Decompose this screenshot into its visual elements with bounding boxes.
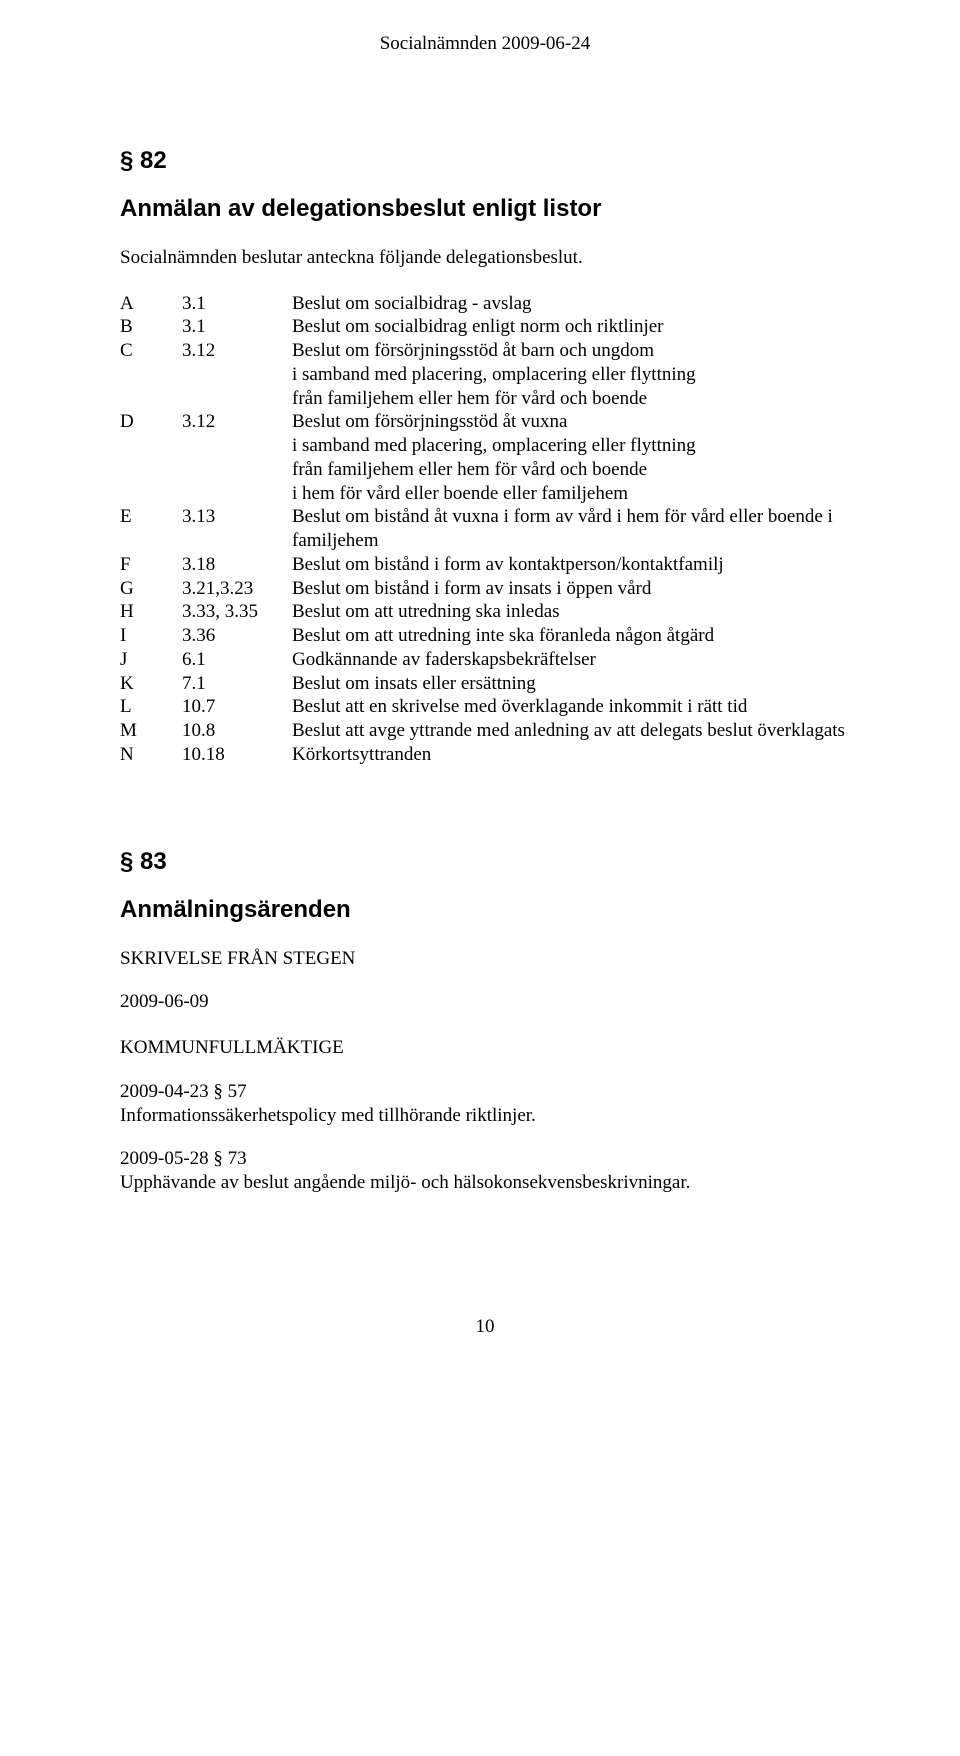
row-description: Beslut om bistånd åt vuxna i form av vår… bbox=[292, 505, 850, 553]
stegen-date: 2009-06-09 bbox=[120, 990, 850, 1014]
table-row: L10.7Beslut att en skrivelse med överkla… bbox=[120, 695, 850, 719]
row-letter: K bbox=[120, 672, 182, 696]
table-row: J6.1Godkännande av faderskapsbekräftelse… bbox=[120, 648, 850, 672]
section-83-title: Anmälningsärenden bbox=[120, 895, 850, 925]
kommun-item2-line1: 2009-05-28 § 73 bbox=[120, 1147, 850, 1171]
table-row: I3.36Beslut om att utredning inte ska fö… bbox=[120, 624, 850, 648]
row-letter: J bbox=[120, 648, 182, 672]
row-letter: E bbox=[120, 505, 182, 553]
row-description: Godkännande av faderskapsbekräftelser bbox=[292, 648, 850, 672]
table-row: D3.12Beslut om försörjningsstöd åt vuxna… bbox=[120, 410, 850, 505]
stegen-heading: SKRIVELSE FRÅN STEGEN bbox=[120, 947, 850, 971]
table-row: E3.13Beslut om bistånd åt vuxna i form a… bbox=[120, 505, 850, 553]
row-letter: N bbox=[120, 743, 182, 767]
row-letter: M bbox=[120, 719, 182, 743]
table-row: B3.1Beslut om socialbidrag enligt norm o… bbox=[120, 315, 850, 339]
section-82-preamble: Socialnämnden beslutar anteckna följande… bbox=[120, 246, 850, 270]
row-code: 7.1 bbox=[182, 672, 292, 696]
row-letter: G bbox=[120, 577, 182, 601]
kommun-item2-line2: Upphävande av beslut angående miljö- och… bbox=[120, 1171, 850, 1195]
row-code: 10.18 bbox=[182, 743, 292, 767]
kommun-heading: KOMMUNFULLMÄKTIGE bbox=[120, 1036, 850, 1060]
section-82-number: § 82 bbox=[120, 146, 850, 176]
row-code: 3.12 bbox=[182, 410, 292, 505]
row-description: Beslut om att utredning ska inledas bbox=[292, 600, 850, 624]
kommun-item1-line1: 2009-04-23 § 57 bbox=[120, 1080, 850, 1104]
row-letter: D bbox=[120, 410, 182, 505]
row-code: 3.1 bbox=[182, 292, 292, 316]
row-description: Beslut om försörjningsstöd åt vuxnai sam… bbox=[292, 410, 850, 505]
row-letter: B bbox=[120, 315, 182, 339]
section-82-title: Anmälan av delegationsbeslut enligt list… bbox=[120, 194, 850, 224]
row-description: Beslut att avge yttrande med anledning a… bbox=[292, 719, 850, 743]
row-letter: F bbox=[120, 553, 182, 577]
row-code: 3.33, 3.35 bbox=[182, 600, 292, 624]
table-row: A3.1Beslut om socialbidrag - avslag bbox=[120, 292, 850, 316]
row-letter: C bbox=[120, 339, 182, 410]
row-letter: H bbox=[120, 600, 182, 624]
kommun-block: KOMMUNFULLMÄKTIGE 2009-04-23 § 57 Inform… bbox=[120, 1036, 850, 1195]
header-text: Socialnämnden 2009-06-24 bbox=[380, 33, 591, 54]
kommun-item1-line2: Informationssäkerhetspolicy med tillhöra… bbox=[120, 1104, 850, 1128]
delegations-table: A3.1Beslut om socialbidrag - avslagB3.1B… bbox=[120, 292, 850, 767]
row-description: Beslut om försörjningsstöd åt barn och u… bbox=[292, 339, 850, 410]
document-header: Socialnämnden 2009-06-24 bbox=[120, 32, 850, 56]
row-code: 3.21,3.23 bbox=[182, 577, 292, 601]
row-description: Beslut om socialbidrag - avslag bbox=[292, 292, 850, 316]
row-code: 3.36 bbox=[182, 624, 292, 648]
section-83-number: § 83 bbox=[120, 847, 850, 877]
table-row: C3.12Beslut om försörjningsstöd åt barn … bbox=[120, 339, 850, 410]
page-number: 10 bbox=[120, 1315, 850, 1339]
row-description: Beslut att en skrivelse med överklagande… bbox=[292, 695, 850, 719]
row-code: 3.1 bbox=[182, 315, 292, 339]
row-letter: I bbox=[120, 624, 182, 648]
row-letter: A bbox=[120, 292, 182, 316]
row-description: Beslut om socialbidrag enligt norm och r… bbox=[292, 315, 850, 339]
row-code: 3.12 bbox=[182, 339, 292, 410]
table-row: F3.18Beslut om bistånd i form av kontakt… bbox=[120, 553, 850, 577]
table-row: H3.33, 3.35Beslut om att utredning ska i… bbox=[120, 600, 850, 624]
row-code: 3.18 bbox=[182, 553, 292, 577]
stegen-block: SKRIVELSE FRÅN STEGEN 2009-06-09 bbox=[120, 947, 850, 1015]
table-row: G3.21,3.23Beslut om bistånd i form av in… bbox=[120, 577, 850, 601]
row-code: 3.13 bbox=[182, 505, 292, 553]
table-row: M10.8Beslut att avge yttrande med anledn… bbox=[120, 719, 850, 743]
row-description: Beslut om bistånd i form av insats i öpp… bbox=[292, 577, 850, 601]
row-code: 10.7 bbox=[182, 695, 292, 719]
row-description: Beslut om insats eller ersättning bbox=[292, 672, 850, 696]
row-description: Beslut om bistånd i form av kontaktperso… bbox=[292, 553, 850, 577]
row-letter: L bbox=[120, 695, 182, 719]
table-row: N10.18Körkortsyttranden bbox=[120, 743, 850, 767]
row-description: Beslut om att utredning inte ska föranle… bbox=[292, 624, 850, 648]
row-code: 10.8 bbox=[182, 719, 292, 743]
table-row: K7.1Beslut om insats eller ersättning bbox=[120, 672, 850, 696]
row-description: Körkortsyttranden bbox=[292, 743, 850, 767]
row-code: 6.1 bbox=[182, 648, 292, 672]
